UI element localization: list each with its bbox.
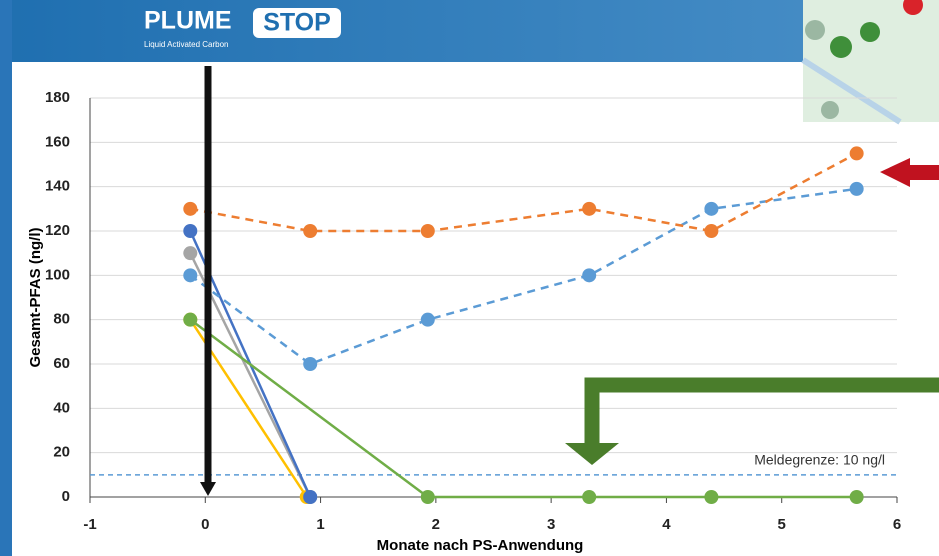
data-point — [582, 490, 596, 504]
data-point — [183, 268, 197, 282]
x-tick-label: 1 — [316, 516, 324, 533]
x-tick-label: 6 — [893, 516, 901, 533]
data-point — [704, 490, 718, 504]
y-axis-label: Gesamt-PFAS (ng/l) — [27, 227, 44, 367]
x-tick-label: 4 — [662, 516, 671, 533]
y-tick-label: 80 — [53, 311, 70, 328]
data-point — [704, 224, 718, 238]
logo-highlight: STOP — [263, 9, 331, 37]
data-point — [303, 224, 317, 238]
threshold-label: Meldegrenze: 10 ng/l — [754, 452, 885, 468]
side-strip — [0, 0, 12, 556]
y-tick-label: 40 — [53, 399, 70, 416]
y-tick-label: 60 — [53, 355, 70, 372]
logo-tagline: Liquid Activated Carbon — [144, 40, 229, 49]
data-point — [850, 490, 864, 504]
data-point — [183, 224, 197, 238]
map-image — [803, 0, 939, 122]
slide: PLUME STOP Liquid Activated Carbon 02040… — [0, 0, 939, 556]
data-point — [850, 146, 864, 160]
y-tick-label: 20 — [53, 444, 70, 461]
data-point — [183, 313, 197, 327]
y-tick-label: 140 — [45, 178, 70, 195]
y-tick-label: 160 — [45, 133, 70, 150]
background — [0, 0, 939, 556]
y-tick-label: 120 — [45, 222, 70, 239]
data-point — [704, 202, 718, 216]
data-point — [582, 268, 596, 282]
data-point — [183, 246, 197, 260]
logo: PLUME — [144, 7, 232, 35]
data-point — [582, 202, 596, 216]
data-point — [303, 357, 317, 371]
data-point — [421, 224, 435, 238]
data-point — [183, 202, 197, 216]
y-tick-label: 100 — [45, 266, 70, 283]
x-tick-label: 3 — [547, 516, 555, 533]
x-tick-label: 0 — [201, 516, 209, 533]
x-tick-label: 5 — [778, 516, 786, 533]
data-point — [850, 182, 864, 196]
y-tick-label: 0 — [62, 488, 70, 505]
x-axis-label: Monate nach PS-Anwendung — [377, 537, 584, 554]
data-point — [421, 313, 435, 327]
header-band — [0, 0, 939, 62]
x-tick-label: -1 — [83, 516, 96, 533]
x-tick-label: 2 — [432, 516, 440, 533]
y-tick-label: 180 — [45, 89, 70, 106]
data-point — [303, 490, 317, 504]
data-point — [421, 490, 435, 504]
